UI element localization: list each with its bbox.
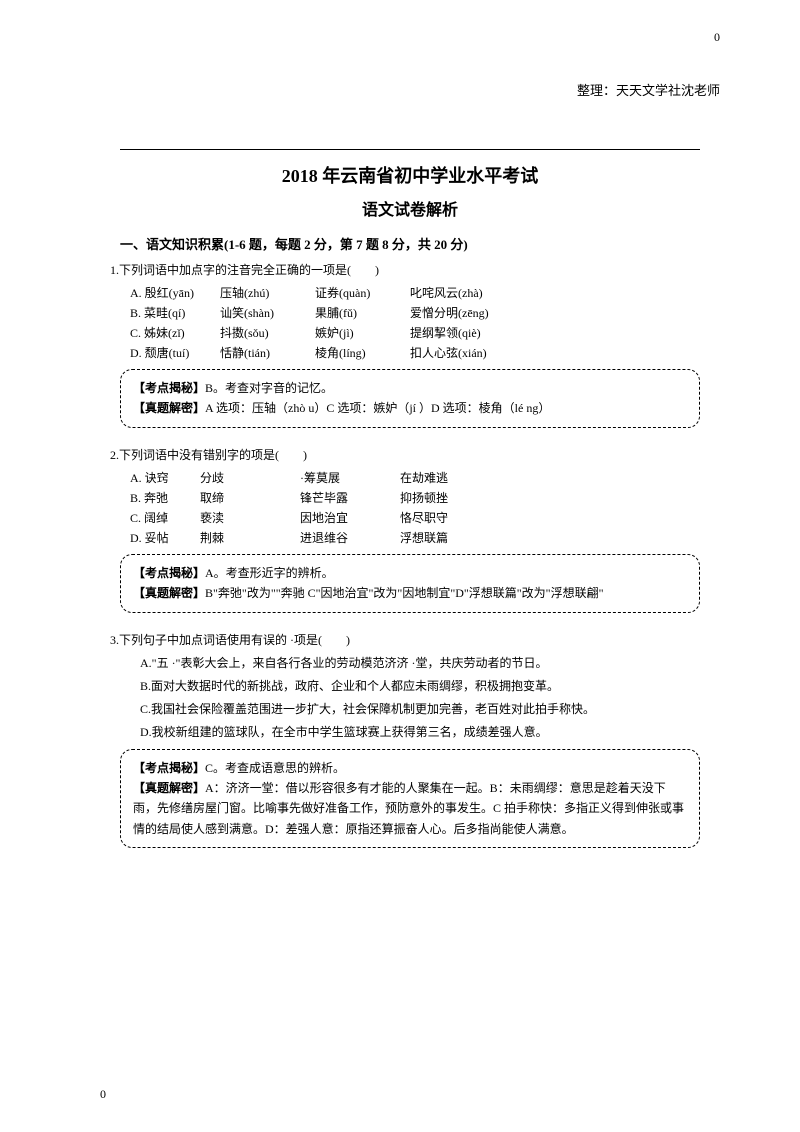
opt-col: 分歧 [200, 469, 300, 486]
opt-col: 嫉妒(jì) [315, 324, 410, 341]
q2-option-c: C. 阔绰 亵渎 因地治宜 恪尽职守 [130, 509, 720, 526]
q3-option-b: B.面对大数据时代的新挑战，政府、企业和个人都应未雨绸缪，积极拥抱变革。 [140, 677, 720, 695]
opt-col: ·筹莫展 [300, 469, 400, 486]
title-divider [120, 149, 700, 150]
opt-label: B. 奔弛 [130, 489, 200, 506]
q1-option-a: A. 殷红(yān) 压轴(zhú) 证券(quàn) 叱咤风云(zhà) [130, 284, 720, 301]
opt-label: A. 殷红(yān) [130, 284, 220, 301]
q2-analysis: 【考点揭秘】A。考查形近字的辨析。 【真题解密】B"奔弛"改为""奔驰 C"因地… [120, 554, 700, 613]
q2-option-a: A. 诀窍 分歧 ·筹莫展 在劫难逃 [130, 469, 720, 486]
analysis-label: 【真题解密】 [133, 401, 205, 415]
opt-col: 亵渎 [200, 509, 300, 526]
opt-col: 棱角(líng) [315, 344, 410, 361]
opt-col: 扣人心弦(xián) [410, 344, 540, 361]
header-note: 整理：天天文学社沈老师 [100, 80, 720, 99]
opt-label: B. 菜畦(qí) [130, 304, 220, 321]
opt-label: C. 阔绰 [130, 509, 200, 526]
q3-option-c: C.我国社会保险覆盖范围进一步扩大，社会保障机制更加完善，老百姓对此拍手称快。 [140, 700, 720, 718]
analysis-text: B"奔弛"改为""奔驰 C"因地治宜"改为"因地制宜"D"浮想联篇"改为"浮想联… [205, 586, 603, 600]
analysis-text: C。考查成语意思的辨析。 [205, 761, 345, 775]
opt-label: A. 诀窍 [130, 469, 200, 486]
opt-col: 讪笑(shàn) [220, 304, 315, 321]
opt-col: 抖擞(sǒu) [220, 324, 315, 341]
opt-col: 浮想联篇 [400, 529, 500, 546]
opt-col: 叱咤风云(zhà) [410, 284, 540, 301]
opt-col: 果脯(fǔ) [315, 304, 410, 321]
q2-stem: 2.下列词语中没有错别字的项是( ) [110, 446, 720, 463]
q2-option-d: D. 妥帖 荆棘 进退维谷 浮想联篇 [130, 529, 720, 546]
q3-analysis: 【考点揭秘】C。考查成语意思的辨析。 【真题解密】A：济济一堂：借以形容很多有才… [120, 749, 700, 849]
q1-option-d: D. 颓唐(tuí) 恬静(tián) 棱角(líng) 扣人心弦(xián) [130, 344, 720, 361]
section-title: 一、语文知识积累(1-6 题，每题 2 分，第 7 题 8 分，共 20 分) [120, 234, 720, 253]
page-number-top: 0 [714, 30, 720, 45]
q1-analysis: 【考点揭秘】B。考查对字音的记忆。 【真题解密】A 选项：压轴（zhò u）C … [120, 369, 700, 428]
analysis-text: A 选项：压轴（zhò u）C 选项：嫉妒（jí ）D 选项：棱角（lé ng） [205, 401, 550, 415]
opt-label: D. 颓唐(tuí) [130, 344, 220, 361]
analysis-label: 【真题解密】 [133, 781, 205, 795]
opt-col: 压轴(zhú) [220, 284, 315, 301]
q3-option-d: D.我校新组建的篮球队，在全市中学生篮球赛上获得第三名，成绩差强人意。 [140, 723, 720, 741]
analysis-text: A。考查形近字的辨析。 [205, 566, 334, 580]
q2-option-b: B. 奔弛 取缔 锋芒毕露 抑扬顿挫 [130, 489, 720, 506]
opt-label: C. 姊妹(zǐ) [130, 324, 220, 341]
opt-label: D. 妥帖 [130, 529, 200, 546]
opt-col: 抑扬顿挫 [400, 489, 500, 506]
opt-col: 锋芒毕露 [300, 489, 400, 506]
q3-option-a: A."五 ·"表彰大会上，来自各行各业的劳动模范济济 ·堂，共庆劳动者的节日。 [140, 654, 720, 672]
opt-col: 恪尽职守 [400, 509, 500, 526]
opt-col: 荆棘 [200, 529, 300, 546]
analysis-label: 【考点揭秘】 [133, 381, 205, 395]
opt-col: 进退维谷 [300, 529, 400, 546]
opt-col: 证券(quàn) [315, 284, 410, 301]
opt-col: 恬静(tián) [220, 344, 315, 361]
analysis-label: 【真题解密】 [133, 586, 205, 600]
q1-option-c: C. 姊妹(zǐ) 抖擞(sǒu) 嫉妒(jì) 提纲挈领(qiè) [130, 324, 720, 341]
sub-title: 语文试卷解析 [100, 196, 720, 220]
analysis-text: A：济济一堂：借以形容很多有才能的人聚集在一起。B：未雨绸缪：意思是趁着天没下雨… [133, 781, 684, 836]
opt-col: 取缔 [200, 489, 300, 506]
main-title: 2018 年云南省初中学业水平考试 [100, 162, 720, 188]
analysis-label: 【考点揭秘】 [133, 761, 205, 775]
q3-stem: 3.下列句子中加点词语使用有误的 ·项是( ) [110, 631, 720, 648]
opt-col: 提纲挈领(qiè) [410, 324, 540, 341]
analysis-label: 【考点揭秘】 [133, 566, 205, 580]
opt-col: 因地治宜 [300, 509, 400, 526]
opt-col: 在劫难逃 [400, 469, 500, 486]
q1-option-b: B. 菜畦(qí) 讪笑(shàn) 果脯(fǔ) 爱憎分明(zēng) [130, 304, 720, 321]
q1-stem: 1.下列词语中加点字的注音完全正确的一项是( ) [110, 261, 720, 278]
page-number-bottom: 0 [100, 1087, 106, 1102]
analysis-text: B。考查对字音的记忆。 [205, 381, 333, 395]
opt-col: 爱憎分明(zēng) [410, 304, 540, 321]
